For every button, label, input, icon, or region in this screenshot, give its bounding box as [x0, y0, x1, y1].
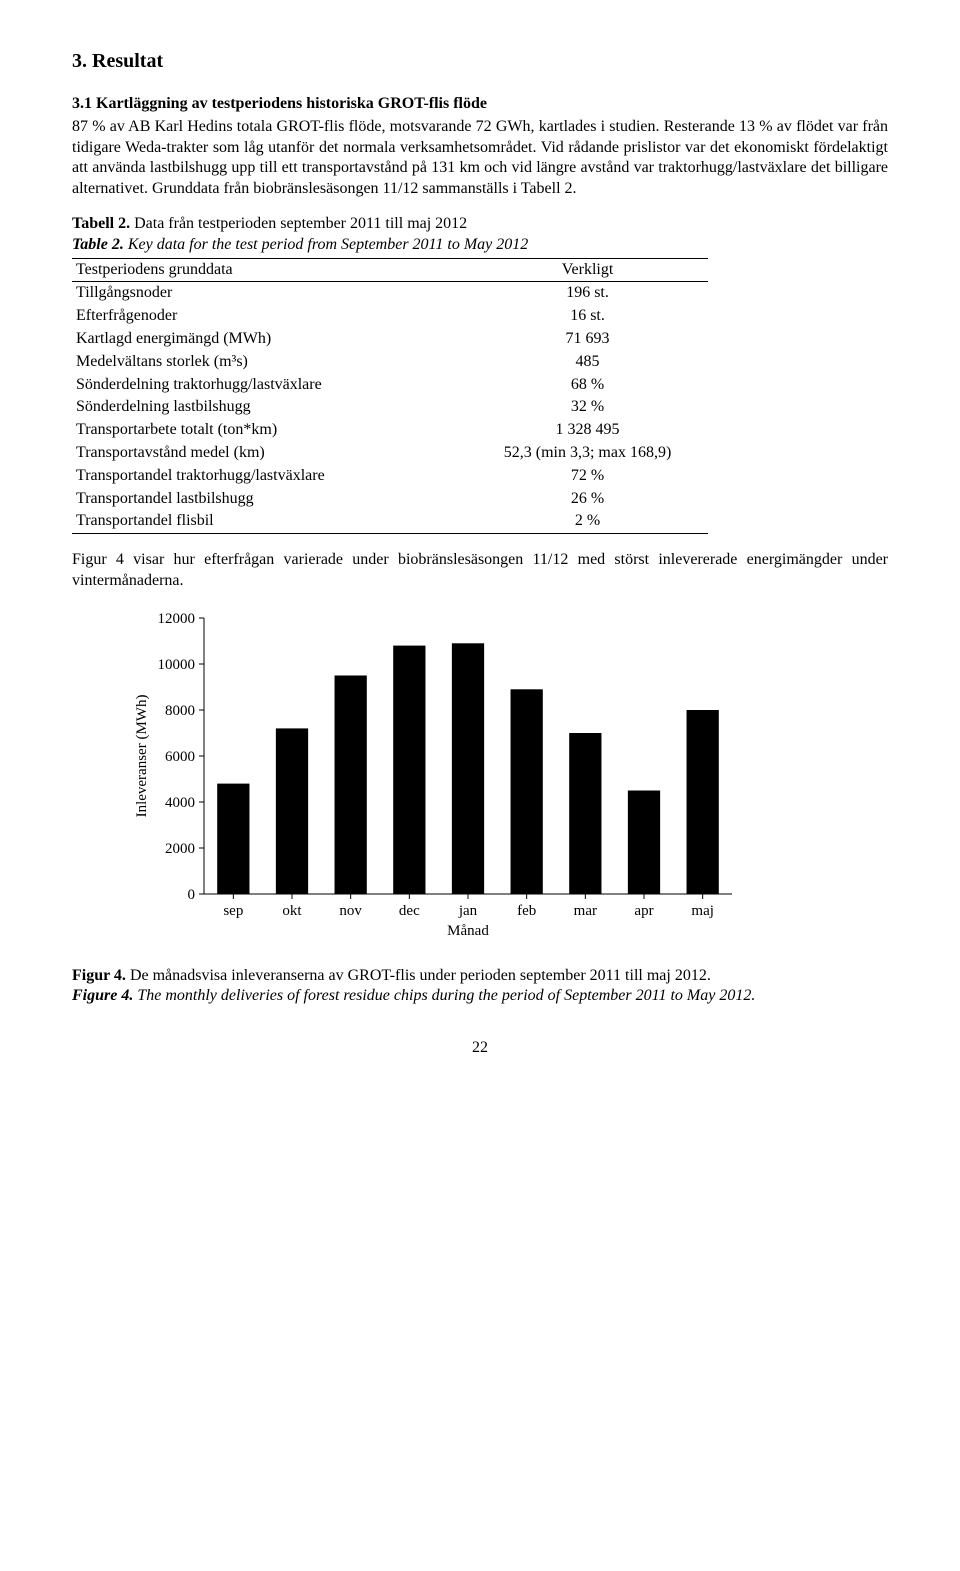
table-row: Sönderdelning traktorhugg/lastväxlare68 …: [72, 374, 708, 397]
figure-caption-label: Figur 4.: [72, 967, 126, 984]
svg-text:Inleveranser (MWh): Inleveranser (MWh): [134, 694, 150, 817]
svg-text:dec: dec: [399, 903, 420, 919]
figure-caption-text-en: The monthly deliveries of forest residue…: [133, 987, 755, 1004]
table-cell: Verkligt: [467, 258, 709, 282]
table-cell: Transportandel traktorhugg/lastväxlare: [72, 465, 467, 488]
table-row: Testperiodens grunddataVerkligt: [72, 258, 708, 282]
section-heading: 3. Resultat: [72, 48, 888, 74]
table-cell: 32 %: [467, 396, 709, 419]
table-cell: Sönderdelning lastbilshugg: [72, 396, 467, 419]
svg-text:8000: 8000: [165, 703, 195, 719]
table-cell: Testperiodens grunddata: [72, 258, 467, 282]
bar-chart: 0 2000 4000 6000 8000 10000 12000 sep okt nov dec j…: [128, 606, 888, 946]
table-cell: Transportavstånd medel (km): [72, 442, 467, 465]
svg-text:12000: 12000: [158, 611, 196, 627]
table-cell: Transportarbete totalt (ton*km): [72, 419, 467, 442]
table-cell: Kartlagd energimängd (MWh): [72, 328, 467, 351]
table-cell: 52,3 (min 3,3; max 168,9): [467, 442, 709, 465]
table-cell: Sönderdelning traktorhugg/lastväxlare: [72, 374, 467, 397]
table-row: Sönderdelning lastbilshugg32 %: [72, 396, 708, 419]
subsection-heading: 3.1 Kartläggning av testperiodens histor…: [72, 94, 888, 115]
table-cell: 72 %: [467, 465, 709, 488]
table-row: Tillgångsnoder196 st.: [72, 282, 708, 305]
table-cell: Efterfrågenoder: [72, 305, 467, 328]
table-row: Transportandel flisbil2 %: [72, 510, 708, 533]
svg-text:10000: 10000: [158, 657, 196, 673]
figure-caption-label-en: Figure 4.: [72, 987, 133, 1004]
svg-text:jan: jan: [458, 903, 478, 919]
table-row: Transportarbete totalt (ton*km)1 328 495: [72, 419, 708, 442]
svg-text:4000: 4000: [165, 795, 195, 811]
table-cell: 196 st.: [467, 282, 709, 305]
table-row: Transportandel lastbilshugg26 %: [72, 488, 708, 511]
table-caption-text-en: Key data for the test period from Septem…: [124, 236, 528, 253]
table-cell: Medelvältans storlek (m³s): [72, 351, 467, 374]
svg-text:feb: feb: [517, 903, 536, 919]
svg-text:2000: 2000: [165, 841, 195, 857]
svg-text:6000: 6000: [165, 749, 195, 765]
figure-caption-text: De månadsvisa inleveranserna av GROT-fli…: [126, 967, 711, 984]
svg-text:Månad: Månad: [447, 923, 489, 939]
table-cell: Tillgångsnoder: [72, 282, 467, 305]
table-row: Efterfrågenoder16 st.: [72, 305, 708, 328]
table-row: Transportandel traktorhugg/lastväxlare72…: [72, 465, 708, 488]
table-cell: 26 %: [467, 488, 709, 511]
body-paragraph: Figur 4 visar hur efterfrågan varierade …: [72, 550, 888, 592]
body-paragraph: 87 % av AB Karl Hedins totala GROT-flis …: [72, 117, 888, 200]
svg-text:apr: apr: [634, 903, 653, 919]
table-row: Medelvältans storlek (m³s)485: [72, 351, 708, 374]
svg-text:okt: okt: [282, 903, 302, 919]
table-caption-text: Data från testperioden september 2011 ti…: [130, 215, 467, 232]
table-row: Kartlagd energimängd (MWh)71 693: [72, 328, 708, 351]
table-caption-label-en: Table 2.: [72, 236, 124, 253]
svg-text:nov: nov: [339, 903, 362, 919]
svg-text:mar: mar: [574, 903, 597, 919]
table-row: Transportavstånd medel (km)52,3 (min 3,3…: [72, 442, 708, 465]
page-number: 22: [72, 1038, 888, 1059]
table-cell: 71 693: [467, 328, 709, 351]
table-cell: 68 %: [467, 374, 709, 397]
table-cell: 1 328 495: [467, 419, 709, 442]
table-cell: Transportandel flisbil: [72, 510, 467, 533]
svg-text:maj: maj: [691, 903, 714, 919]
svg-text:sep: sep: [223, 903, 243, 919]
table-cell: Transportandel lastbilshugg: [72, 488, 467, 511]
figure-caption: Figur 4. De månadsvisa inleveranserna av…: [72, 966, 888, 1006]
table-caption-label: Tabell 2.: [72, 215, 130, 232]
data-table: Testperiodens grunddataVerkligtTillgångs…: [72, 258, 708, 535]
table-cell: 16 st.: [467, 305, 709, 328]
table-cell: 485: [467, 351, 709, 374]
svg-text:0: 0: [188, 887, 196, 903]
table-cell: 2 %: [467, 510, 709, 533]
table-caption: Tabell 2. Data från testperioden septemb…: [72, 214, 888, 256]
